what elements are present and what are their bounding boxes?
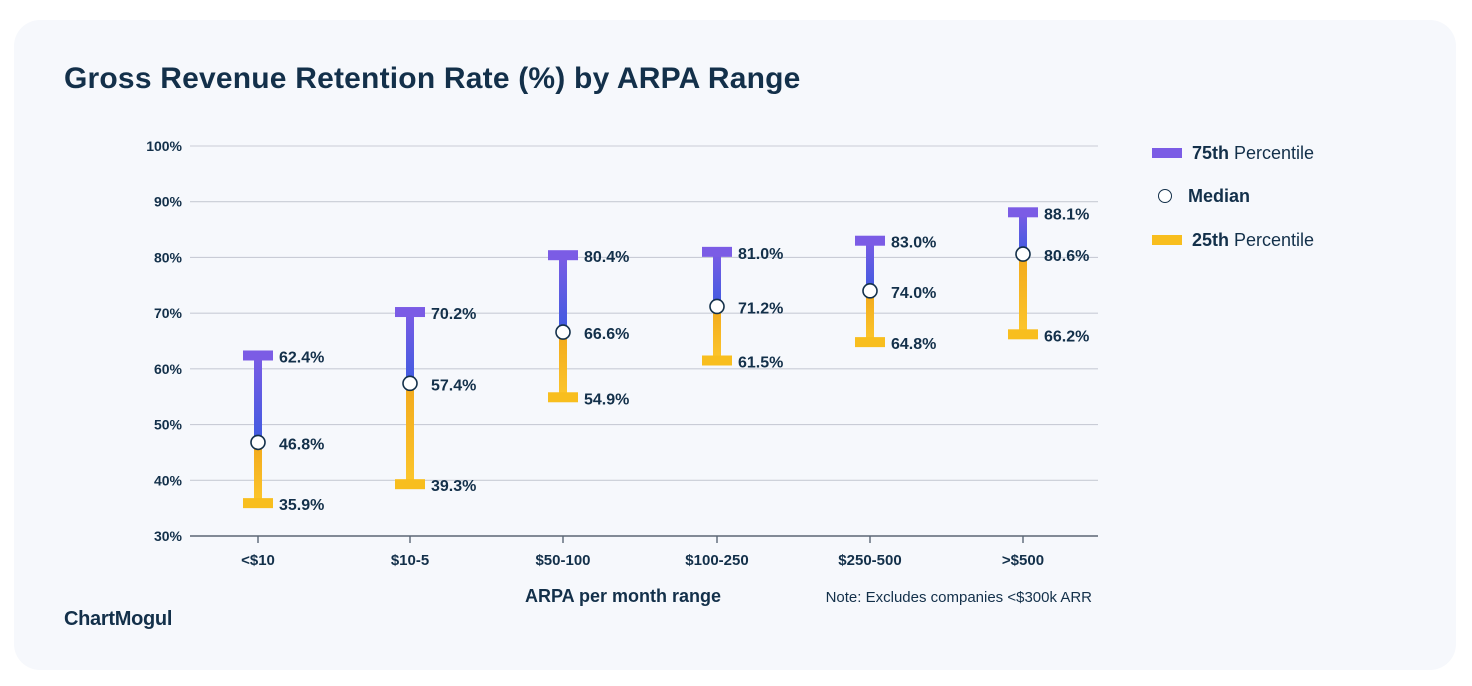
- y-axis-ticks: 30% 40% 50% 60% 70% 80% 90% 100%: [146, 138, 182, 544]
- x-tick-label: $50-100: [535, 552, 590, 569]
- p75-cap: [855, 235, 885, 246]
- p25-value-label: 61.5%: [738, 355, 783, 372]
- x-tick-label: $10-5: [391, 552, 429, 569]
- y-tick-label: 70%: [154, 305, 183, 321]
- upper-range-bar: [1019, 212, 1027, 255]
- x-tick-label: $250-500: [838, 552, 901, 569]
- median-point: [1015, 246, 1031, 262]
- y-tick-label: 90%: [154, 194, 183, 210]
- lower-range-bar: [1019, 254, 1027, 335]
- upper-range-bar: [559, 255, 567, 333]
- median-point: [250, 434, 266, 451]
- p25-value-label: 64.8%: [891, 336, 936, 353]
- lower-range-bar: [713, 306, 721, 361]
- p75-cap: [548, 250, 578, 261]
- x-axis-ticks: <$10 $10-5 $50-100 $100-250 $250-500 >$500: [241, 536, 1044, 569]
- p75-value-label: 62.4%: [279, 349, 324, 366]
- median-value-label: 66.6%: [584, 326, 629, 343]
- p75-cap: [395, 307, 425, 318]
- legend-swatch-25th: [1152, 235, 1182, 245]
- y-tick-label: 100%: [146, 138, 182, 154]
- p25-value-label: 35.9%: [279, 497, 324, 514]
- p75-value-label: 88.1%: [1044, 206, 1089, 223]
- legend-swatch-75th: [1152, 148, 1182, 158]
- median-value-label: 46.8%: [279, 436, 324, 453]
- p75-cap: [702, 246, 732, 257]
- p75-cap: [243, 350, 273, 361]
- lower-range-bar: [559, 332, 567, 398]
- p25-cap: [855, 337, 885, 348]
- p75-value-label: 81.0%: [738, 246, 783, 263]
- lower-range-bar: [406, 383, 414, 485]
- upper-range-bar: [866, 240, 874, 291]
- x-axis-label: ARPA per month range: [525, 586, 721, 606]
- p25-value-label: 54.9%: [584, 391, 629, 408]
- x-tick-label: $100-250: [685, 552, 748, 569]
- upper-range-bar: [713, 251, 721, 307]
- lower-range-bar: [254, 442, 262, 504]
- p25-cap: [1008, 329, 1038, 340]
- y-tick-label: 60%: [154, 361, 183, 377]
- p25-value-label: 39.3%: [431, 478, 476, 495]
- chart-title: Gross Revenue Retention Rate (%) by ARPA…: [64, 62, 801, 95]
- legend-label-bold: 75th: [1192, 142, 1230, 163]
- legend-label-bold: Median: [1188, 185, 1251, 206]
- p25-cap: [548, 392, 578, 403]
- p25-cap: [243, 498, 273, 509]
- legend-label-bold: 25th: [1192, 229, 1230, 250]
- legend-label-rest: Percentile: [1234, 229, 1315, 250]
- legend-median-marker-icon: [1158, 189, 1172, 203]
- footnote: Note: Excludes companies <$300k ARR: [826, 589, 1093, 606]
- grid-lines: [190, 145, 1098, 537]
- upper-range-bar: [254, 355, 262, 443]
- p25-value-label: 66.2%: [1044, 328, 1089, 345]
- y-tick-label: 40%: [154, 472, 183, 488]
- chart-card: [14, 20, 1456, 670]
- legend-label-rest: Percentile: [1234, 142, 1315, 163]
- brand-logo: ChartMogul: [64, 608, 173, 630]
- y-tick-label: 30%: [154, 528, 183, 544]
- p25-cap: [395, 479, 425, 490]
- p25-cap: [702, 355, 732, 366]
- p75-value-label: 70.2%: [431, 306, 476, 323]
- x-tick-label: >$500: [1002, 552, 1044, 569]
- median-value-label: 57.4%: [431, 377, 476, 394]
- y-tick-label: 80%: [154, 249, 183, 265]
- p75-value-label: 83.0%: [891, 235, 936, 252]
- median-point: [709, 298, 725, 315]
- median-point: [862, 283, 878, 299]
- median-value-label: 80.6%: [1044, 248, 1089, 265]
- legend-item-75th: 75th Percentile: [1152, 138, 1314, 168]
- y-tick-label: 50%: [154, 417, 183, 433]
- p75-cap: [1008, 207, 1038, 218]
- median-value-label: 71.2%: [738, 300, 783, 317]
- median-point: [402, 375, 418, 392]
- lower-range-bar: [866, 290, 874, 343]
- median-point: [555, 324, 571, 340]
- upper-range-bar: [406, 312, 414, 384]
- median-value-label: 74.0%: [891, 285, 936, 302]
- legend-item-median: Median: [1152, 181, 1250, 211]
- legend-item-25th: 25th Percentile: [1152, 225, 1314, 255]
- range-markers: 62.4% 46.8% 35.9% 70.2% 57.4% 39.3% 80.4% 66.6%…: [243, 206, 1089, 514]
- p75-value-label: 80.4%: [584, 249, 629, 266]
- x-tick-label: <$10: [241, 552, 275, 569]
